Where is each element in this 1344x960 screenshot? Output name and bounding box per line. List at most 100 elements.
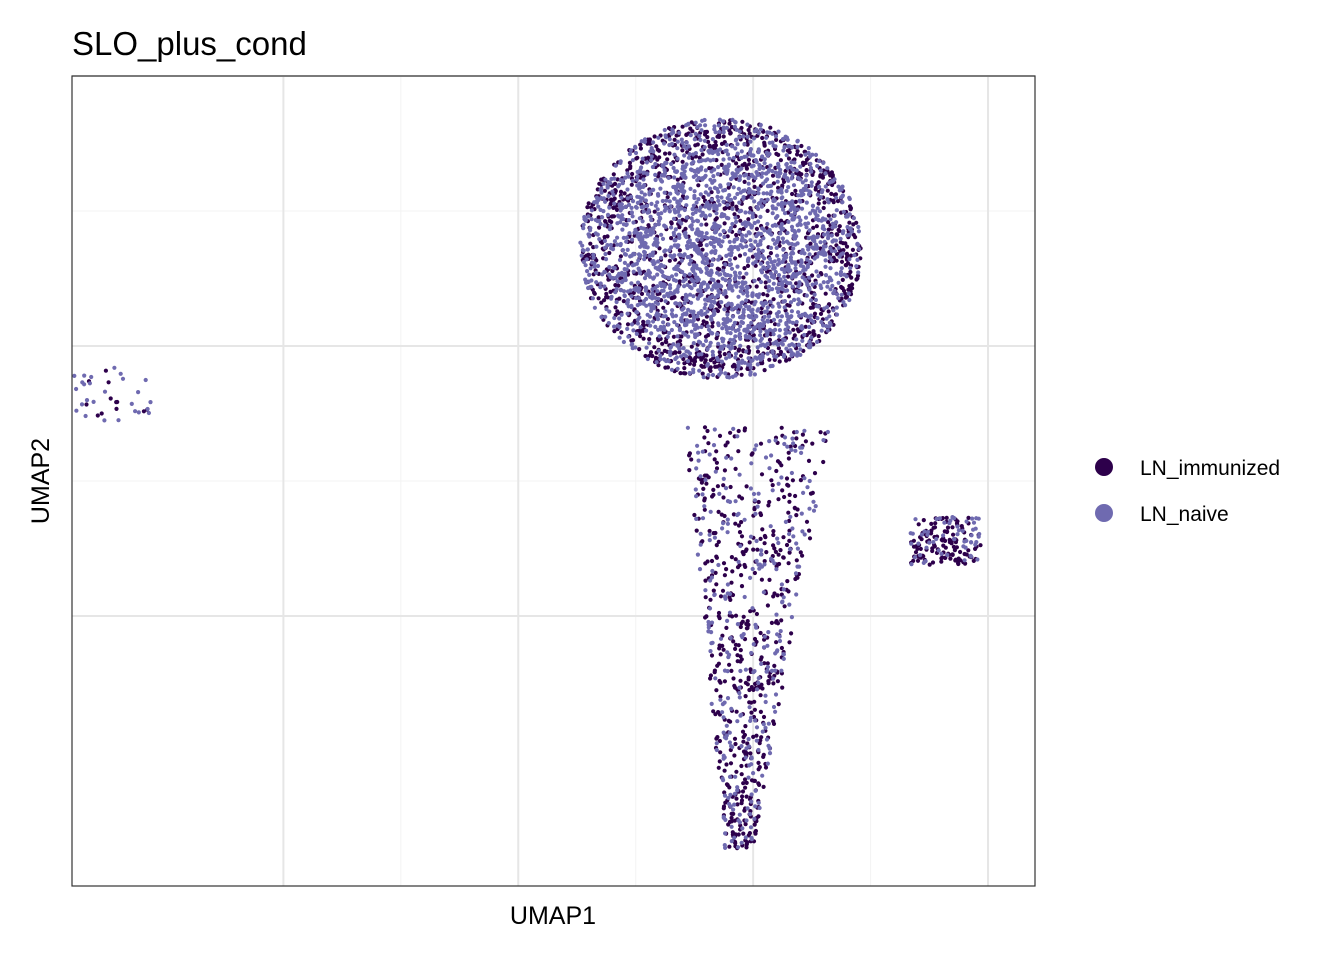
- point-ln-naive: [761, 191, 766, 196]
- point-ln-immunized: [772, 591, 777, 596]
- point-ln-naive: [672, 175, 677, 180]
- point-ln-naive: [765, 184, 771, 189]
- point-ln-immunized: [794, 558, 799, 563]
- point-ln-naive: [725, 582, 731, 587]
- point-ln-immunized: [743, 822, 748, 827]
- point-ln-naive: [802, 251, 807, 256]
- point-ln-immunized: [679, 334, 684, 339]
- point-ln-naive: [725, 312, 730, 317]
- point-ln-naive: [804, 293, 809, 298]
- point-ln-immunized: [709, 190, 714, 195]
- point-ln-naive: [730, 221, 735, 227]
- point-ln-immunized: [778, 158, 784, 163]
- point-ln-naive: [765, 260, 770, 266]
- point-ln-immunized: [789, 631, 794, 636]
- point-ln-naive: [781, 257, 787, 262]
- point-ln-naive: [716, 358, 721, 363]
- point-ln-immunized: [752, 699, 757, 704]
- point-ln-naive: [645, 203, 650, 208]
- point-ln-naive: [717, 372, 722, 377]
- point-ln-immunized: [788, 444, 793, 449]
- point-ln-naive: [802, 532, 807, 537]
- point-ln-naive: [779, 190, 784, 195]
- point-ln-naive: [643, 241, 648, 246]
- point-ln-naive: [724, 327, 729, 332]
- point-ln-naive: [834, 305, 839, 310]
- point-ln-naive: [721, 157, 726, 162]
- point-ln-naive: [703, 477, 708, 483]
- point-ln-naive: [741, 188, 746, 193]
- point-ln-naive: [653, 161, 658, 167]
- point-ln-immunized: [700, 371, 705, 376]
- point-ln-immunized: [618, 189, 624, 194]
- point-ln-naive: [706, 192, 711, 197]
- point-ln-naive: [782, 299, 788, 304]
- point-ln-naive: [754, 738, 759, 743]
- point-ln-naive: [614, 286, 619, 291]
- point-ln-naive: [723, 845, 728, 851]
- point-ln-immunized: [604, 291, 609, 296]
- point-ln-naive: [686, 334, 691, 339]
- point-ln-naive: [703, 588, 708, 593]
- point-ln-naive: [824, 316, 829, 321]
- point-ln-naive: [712, 203, 718, 209]
- point-ln-naive: [955, 532, 960, 537]
- point-ln-immunized: [693, 355, 698, 361]
- point-ln-immunized: [702, 498, 707, 503]
- point-ln-immunized: [755, 349, 761, 354]
- point-ln-naive: [758, 214, 763, 219]
- point-ln-naive: [748, 139, 753, 144]
- point-ln-naive: [636, 289, 641, 294]
- point-ln-naive: [766, 314, 772, 319]
- point-ln-immunized: [782, 494, 787, 500]
- point-ln-naive: [960, 528, 965, 534]
- point-ln-immunized: [762, 140, 767, 145]
- point-ln-naive: [653, 236, 658, 241]
- point-ln-immunized: [716, 610, 722, 616]
- point-ln-naive: [795, 546, 801, 551]
- point-ln-naive: [814, 244, 820, 249]
- point-ln-immunized: [794, 513, 799, 518]
- point-ln-naive: [657, 334, 662, 339]
- point-ln-immunized: [767, 357, 772, 362]
- point-ln-naive: [798, 289, 803, 294]
- point-ln-naive: [822, 239, 827, 244]
- point-ln-naive: [788, 300, 794, 305]
- point-ln-immunized: [707, 528, 712, 534]
- point-ln-naive: [592, 264, 597, 269]
- point-ln-immunized: [680, 148, 685, 153]
- point-ln-immunized: [932, 525, 938, 530]
- point-ln-naive: [704, 243, 709, 248]
- point-ln-naive: [588, 266, 593, 271]
- legend-key-ln-naive: [1095, 504, 1113, 522]
- point-ln-naive: [755, 172, 760, 177]
- point-ln-naive: [810, 152, 815, 157]
- point-ln-naive: [708, 340, 713, 345]
- point-ln-immunized: [751, 778, 756, 783]
- point-ln-naive: [769, 183, 774, 188]
- point-ln-immunized: [739, 763, 744, 769]
- point-ln-immunized: [99, 411, 104, 416]
- point-ln-naive: [793, 230, 798, 235]
- point-ln-naive: [761, 236, 766, 241]
- point-ln-naive: [706, 206, 712, 211]
- point-ln-naive: [721, 317, 726, 322]
- point-ln-immunized: [700, 539, 705, 544]
- point-ln-naive: [718, 147, 723, 152]
- point-ln-immunized: [616, 311, 621, 316]
- point-ln-naive: [677, 252, 682, 257]
- point-ln-naive: [636, 252, 642, 257]
- point-ln-immunized: [711, 487, 716, 492]
- point-ln-immunized: [748, 751, 753, 756]
- point-ln-naive: [644, 328, 649, 333]
- point-ln-immunized: [682, 366, 687, 371]
- point-ln-naive: [770, 488, 775, 493]
- point-ln-immunized: [741, 275, 746, 280]
- point-ln-immunized: [793, 199, 798, 204]
- point-ln-naive: [721, 213, 726, 218]
- point-ln-naive: [825, 328, 830, 333]
- point-ln-naive: [727, 740, 733, 745]
- point-ln-naive: [596, 204, 601, 209]
- point-ln-naive: [693, 120, 698, 125]
- point-ln-naive: [619, 280, 625, 285]
